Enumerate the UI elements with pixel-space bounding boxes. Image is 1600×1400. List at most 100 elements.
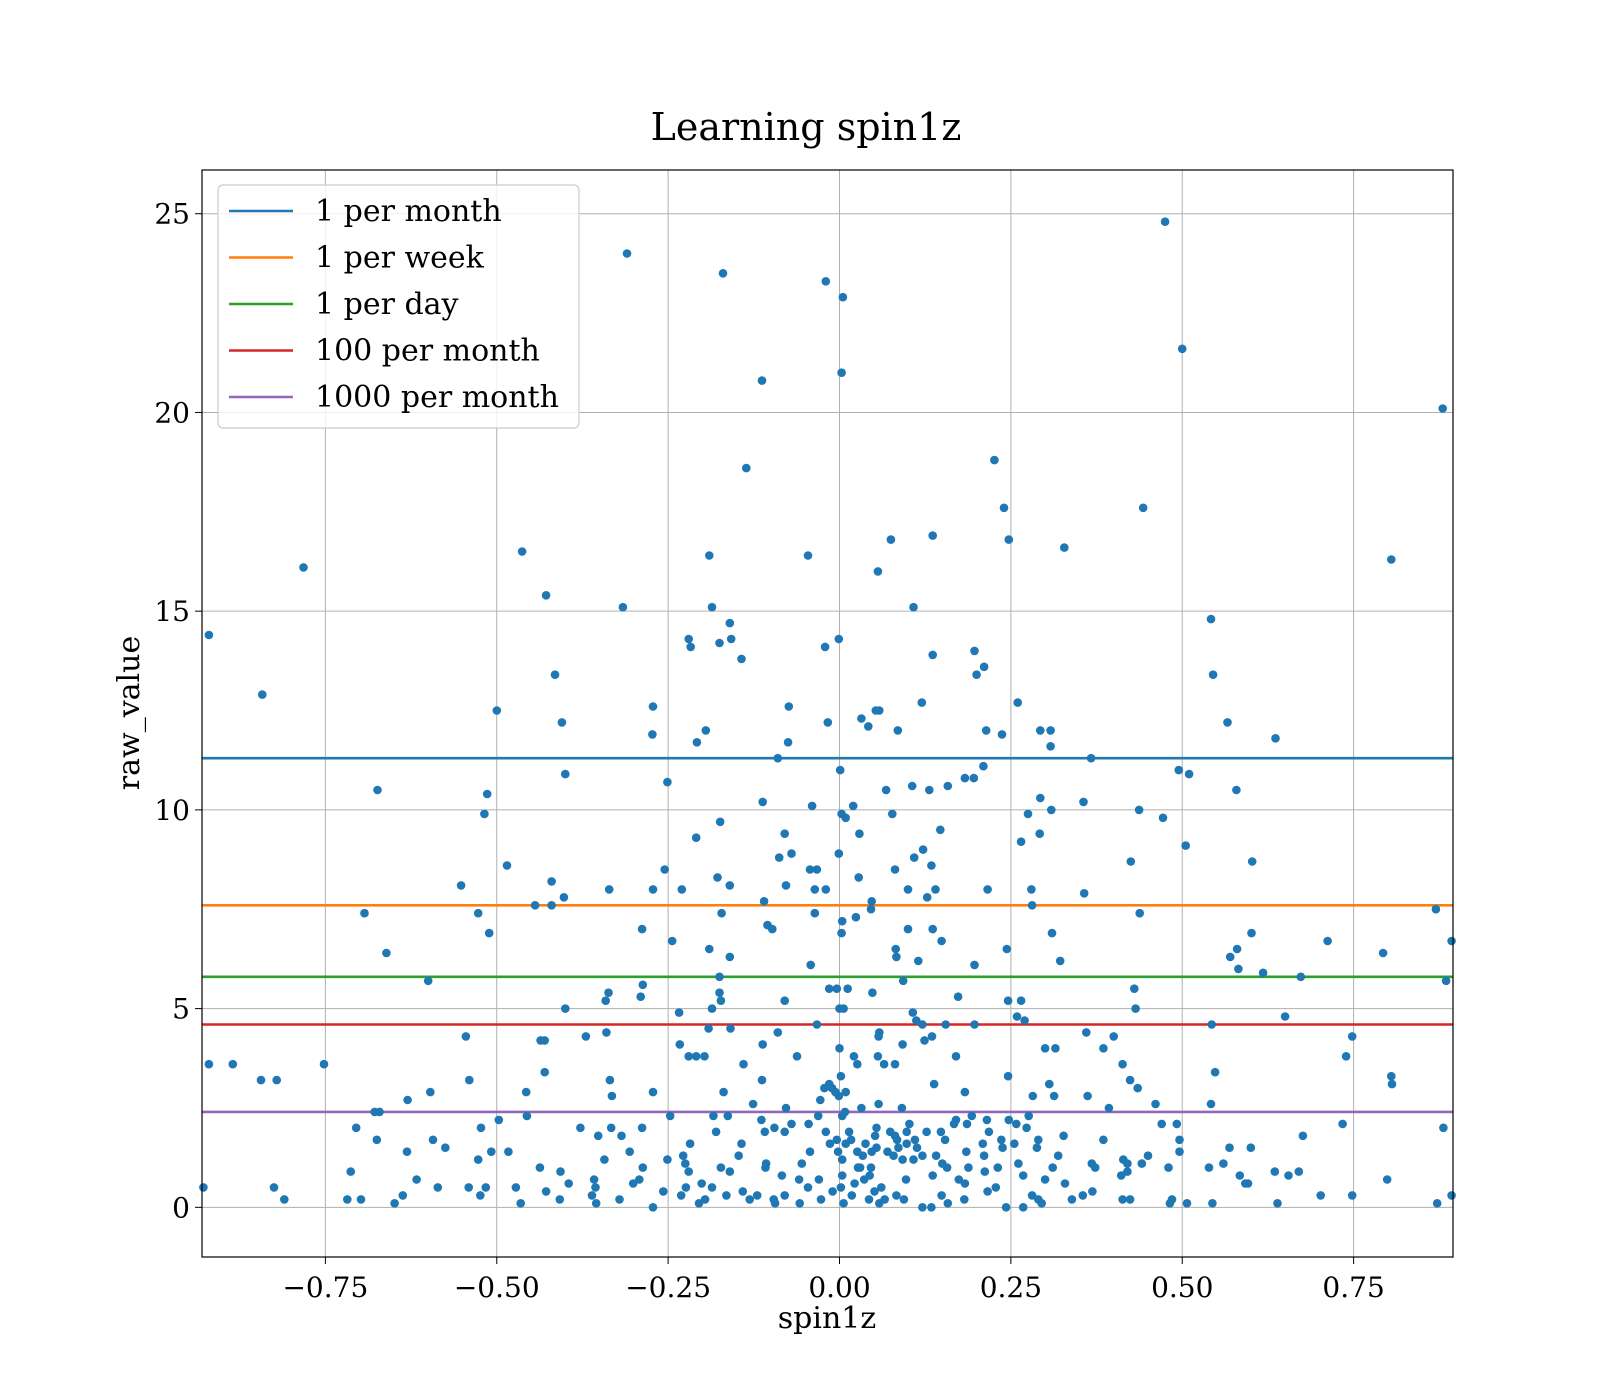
data-point xyxy=(1086,753,1096,763)
data-point xyxy=(837,928,846,938)
data-point xyxy=(925,785,934,795)
data-point xyxy=(816,1195,826,1204)
legend: 1 per month 1 per week 1 per day 100 per mo… xyxy=(217,184,580,429)
data-point xyxy=(1003,1071,1013,1081)
data-point xyxy=(1204,1163,1214,1172)
data-point xyxy=(638,980,648,990)
data-point xyxy=(960,773,970,783)
data-point xyxy=(412,1175,421,1184)
data-point xyxy=(648,885,658,894)
data-point xyxy=(835,1044,844,1053)
data-point xyxy=(1099,1044,1108,1053)
data-point xyxy=(810,885,820,894)
data-point xyxy=(837,1155,847,1164)
data-point xyxy=(606,1123,616,1133)
data-point xyxy=(837,916,847,926)
data-point xyxy=(1271,734,1280,743)
data-point xyxy=(667,936,677,946)
data-point xyxy=(557,718,567,727)
data-point xyxy=(806,960,815,970)
legend-entry: 100 per month xyxy=(315,334,540,369)
data-point xyxy=(928,531,937,540)
data-point xyxy=(1123,1159,1132,1168)
data-point xyxy=(874,1032,883,1041)
data-point xyxy=(707,602,717,612)
data-point xyxy=(390,1199,399,1208)
legend-entry: 1 per month xyxy=(315,194,502,229)
data-point xyxy=(1010,1139,1019,1148)
data-point xyxy=(918,845,928,854)
data-point xyxy=(256,1075,266,1085)
data-point xyxy=(648,1203,658,1212)
data-point xyxy=(1016,996,1026,1005)
data-point xyxy=(691,833,701,842)
data-point xyxy=(1206,614,1216,624)
data-point xyxy=(564,1179,573,1188)
data-point xyxy=(1347,1032,1357,1041)
data-point xyxy=(918,1203,927,1212)
data-point xyxy=(984,1127,994,1137)
data-point xyxy=(1232,944,1242,954)
data-point xyxy=(970,1020,979,1029)
data-point xyxy=(981,726,991,735)
data-point xyxy=(692,738,702,747)
data-point xyxy=(1280,1012,1290,1021)
data-point xyxy=(636,992,645,1001)
chart-title: Learning spin1z xyxy=(651,105,962,149)
data-point xyxy=(810,908,820,918)
data-point xyxy=(737,654,746,664)
data-point xyxy=(768,924,777,934)
data-point xyxy=(473,1155,483,1164)
data-point xyxy=(745,1195,754,1204)
data-point xyxy=(928,650,937,660)
data-point xyxy=(398,1191,408,1200)
data-point xyxy=(1298,1131,1308,1141)
data-point xyxy=(1208,1199,1217,1208)
data-point xyxy=(502,861,512,870)
data-point xyxy=(832,984,842,993)
data-point xyxy=(787,1119,796,1129)
data-point xyxy=(875,706,884,715)
data-point xyxy=(820,1083,829,1093)
data-point xyxy=(694,1199,704,1208)
data-point xyxy=(922,1127,931,1137)
data-point xyxy=(659,1187,668,1196)
data-point xyxy=(941,1020,950,1029)
data-point xyxy=(1116,1171,1126,1180)
data-point xyxy=(638,1163,648,1172)
data-point xyxy=(770,1123,779,1133)
data-point xyxy=(1123,1167,1132,1176)
data-point xyxy=(637,1123,647,1133)
data-point xyxy=(794,1175,804,1184)
data-point xyxy=(1177,344,1187,354)
data-point xyxy=(960,1087,970,1097)
data-point xyxy=(663,1155,672,1164)
data-point xyxy=(969,773,979,783)
data-point xyxy=(936,825,945,835)
x-tick-label: 0.25 xyxy=(980,1271,1042,1304)
data-point xyxy=(697,1179,706,1188)
data-point xyxy=(910,1135,920,1145)
data-point xyxy=(805,1147,815,1156)
data-point xyxy=(787,849,796,858)
data-point xyxy=(867,897,876,906)
data-point xyxy=(1273,1199,1282,1208)
data-point xyxy=(382,948,391,958)
data-point xyxy=(812,1020,822,1029)
data-point xyxy=(803,1183,813,1192)
data-point xyxy=(561,1004,570,1013)
data-point xyxy=(591,1199,601,1208)
data-point xyxy=(1157,1119,1166,1129)
data-point xyxy=(1134,805,1144,815)
data-point xyxy=(964,1163,973,1172)
data-point xyxy=(1028,1091,1038,1101)
data-point xyxy=(663,777,672,787)
data-point xyxy=(757,1075,767,1085)
data-point xyxy=(602,1028,611,1037)
data-point xyxy=(715,988,724,997)
data-point xyxy=(757,376,767,385)
data-point xyxy=(473,908,483,918)
data-point xyxy=(516,1199,525,1208)
data-point xyxy=(1118,1195,1127,1204)
data-point xyxy=(928,924,937,934)
